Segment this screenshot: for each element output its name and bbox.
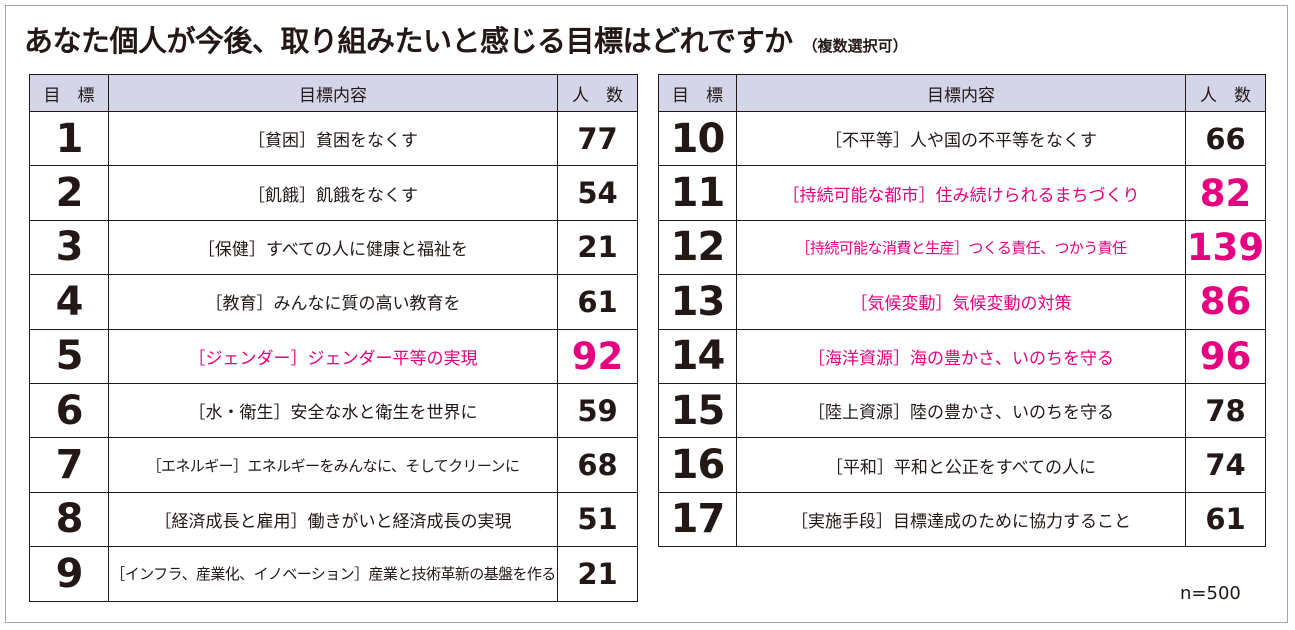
goal-count: 54: [557, 165, 638, 221]
goal-description: ［持続可能な都市］住み続けられるまちづくり: [736, 165, 1186, 221]
goal-count: 92: [557, 328, 638, 384]
goal-number: 3: [29, 219, 109, 276]
goals-table-left: 目 標 目標内容 人 数 1 ［貧困］貧困をなくす 77 2 ［飢餓］飢餓をなく…: [29, 74, 638, 602]
table-row: 2 ［飢餓］飢餓をなくす 54: [29, 165, 638, 221]
header-content: 目標内容: [108, 74, 558, 112]
goals-table-right: 目 標 目標内容 人 数 10 ［不平等］人や国の不平等をなくす 66 11 ［…: [658, 74, 1266, 548]
goal-count: 61: [557, 274, 638, 330]
goal-number: 17: [658, 491, 737, 548]
goal-count: 51: [557, 491, 638, 548]
goal-number: 10: [658, 110, 737, 167]
goal-number: 8: [29, 491, 109, 548]
goal-description: ［貧困］貧困をなくす: [108, 110, 558, 167]
goal-description: ［海洋資源］海の豊かさ、いのちを守る: [736, 328, 1186, 384]
goal-description: ［陸上資源］陸の豊かさ、いのちを守る: [736, 382, 1186, 439]
header-count: 人 数: [557, 74, 638, 112]
table-row: 15 ［陸上資源］陸の豊かさ、いのちを守る 78: [658, 382, 1266, 439]
goal-count: 96: [1185, 328, 1266, 384]
goal-count: 66: [1185, 110, 1266, 167]
goal-count: 77: [557, 110, 638, 167]
goal-description: ［経済成長と雇用］働きがいと経済成長の実現: [108, 491, 558, 548]
table-row: 9 ［インフラ、産業化、イノベーション］産業と技術革新の基盤を作る 21: [29, 546, 638, 602]
goal-description: ［エネルギー］エネルギーをみんなに、そしてクリーンに: [108, 437, 558, 493]
table-row: 16 ［平和］平和と公正をすべての人に 74: [658, 437, 1266, 493]
goal-count: 61: [1185, 491, 1266, 548]
table-header-row: 目 標 目標内容 人 数: [658, 74, 1266, 112]
goal-number: 12: [658, 219, 737, 276]
goal-count: 21: [557, 219, 638, 276]
goal-count: 21: [557, 546, 638, 602]
goal-number: 5: [29, 328, 109, 384]
table-row: 13 ［気候変動］気候変動の対策 86: [658, 274, 1266, 330]
goal-description: ［保健］すべての人に健康と福祉を: [108, 219, 558, 276]
table-row: 3 ［保健］すべての人に健康と福祉を 21: [29, 219, 638, 276]
goal-description: ［不平等］人や国の不平等をなくす: [736, 110, 1186, 167]
table-row: 8 ［経済成長と雇用］働きがいと経済成長の実現 51: [29, 491, 638, 548]
table-row: 6 ［水・衛生］安全な水と衛生を世界に 59: [29, 382, 638, 439]
goal-number: 9: [29, 546, 109, 602]
table-row: 12 ［持続可能な消費と生産］つくる責任、つかう責任 139: [658, 219, 1266, 276]
goal-count: 82: [1185, 165, 1266, 221]
goal-number: 2: [29, 165, 109, 221]
title-main: あなた個人が今後、取り組みたいと感じる目標はどれですか: [24, 24, 793, 58]
goal-number: 15: [658, 382, 737, 439]
table-row: 14 ［海洋資源］海の豊かさ、いのちを守る 96: [658, 328, 1266, 384]
table-row: 10 ［不平等］人や国の不平等をなくす 66: [658, 110, 1266, 167]
goal-description: ［平和］平和と公正をすべての人に: [736, 437, 1186, 493]
goal-count: 59: [557, 382, 638, 439]
goal-count: 86: [1185, 274, 1266, 330]
goal-count: 78: [1185, 382, 1266, 439]
goal-description: ［持続可能な消費と生産］つくる責任、つかう責任: [736, 219, 1186, 276]
goal-number: 4: [29, 274, 109, 330]
goal-count: 74: [1185, 437, 1266, 493]
goal-description: ［ジェンダー］ジェンダー平等の実現: [108, 328, 558, 384]
header-content: 目標内容: [736, 74, 1186, 112]
goal-number: 7: [29, 437, 109, 493]
goal-description: ［教育］みんなに質の高い教育を: [108, 274, 558, 330]
goal-count: 139: [1185, 219, 1266, 276]
header-goal: 目 標: [658, 74, 737, 112]
table-row: 11 ［持続可能な都市］住み続けられるまちづくり 82: [658, 165, 1266, 221]
goal-number: 6: [29, 382, 109, 439]
goal-description: ［実施手段］目標達成のために協力すること: [736, 491, 1186, 548]
table-row: 5 ［ジェンダー］ジェンダー平等の実現 92: [29, 328, 638, 384]
goal-number: 13: [658, 274, 737, 330]
table-row: 7 ［エネルギー］エネルギーをみんなに、そしてクリーンに 68: [29, 437, 638, 493]
table-row: 1 ［貧困］貧困をなくす 77: [29, 110, 638, 167]
header-goal: 目 標: [29, 74, 109, 112]
title-sub: （複数選択可）: [802, 37, 908, 55]
goal-number: 1: [29, 110, 109, 167]
goal-description: ［気候変動］気候変動の対策: [736, 274, 1186, 330]
goal-description: ［飢餓］飢餓をなくす: [108, 165, 558, 221]
sample-size-note: n=500: [1180, 583, 1241, 604]
table-header-row: 目 標 目標内容 人 数: [29, 74, 638, 112]
goal-description: ［水・衛生］安全な水と衛生を世界に: [108, 382, 558, 439]
goal-description: ［インフラ、産業化、イノベーション］産業と技術革新の基盤を作る: [108, 546, 558, 602]
page-title: あなた個人が今後、取り組みたいと感じる目標はどれですか （複数選択可）: [24, 18, 908, 58]
goal-count: 68: [557, 437, 638, 493]
table-row: 4 ［教育］みんなに質の高い教育を 61: [29, 274, 638, 330]
goal-number: 14: [658, 328, 737, 384]
table-row: 17 ［実施手段］目標達成のために協力すること 61: [658, 491, 1266, 548]
goal-number: 16: [658, 437, 737, 493]
goal-number: 11: [658, 165, 737, 221]
header-count: 人 数: [1185, 74, 1266, 112]
